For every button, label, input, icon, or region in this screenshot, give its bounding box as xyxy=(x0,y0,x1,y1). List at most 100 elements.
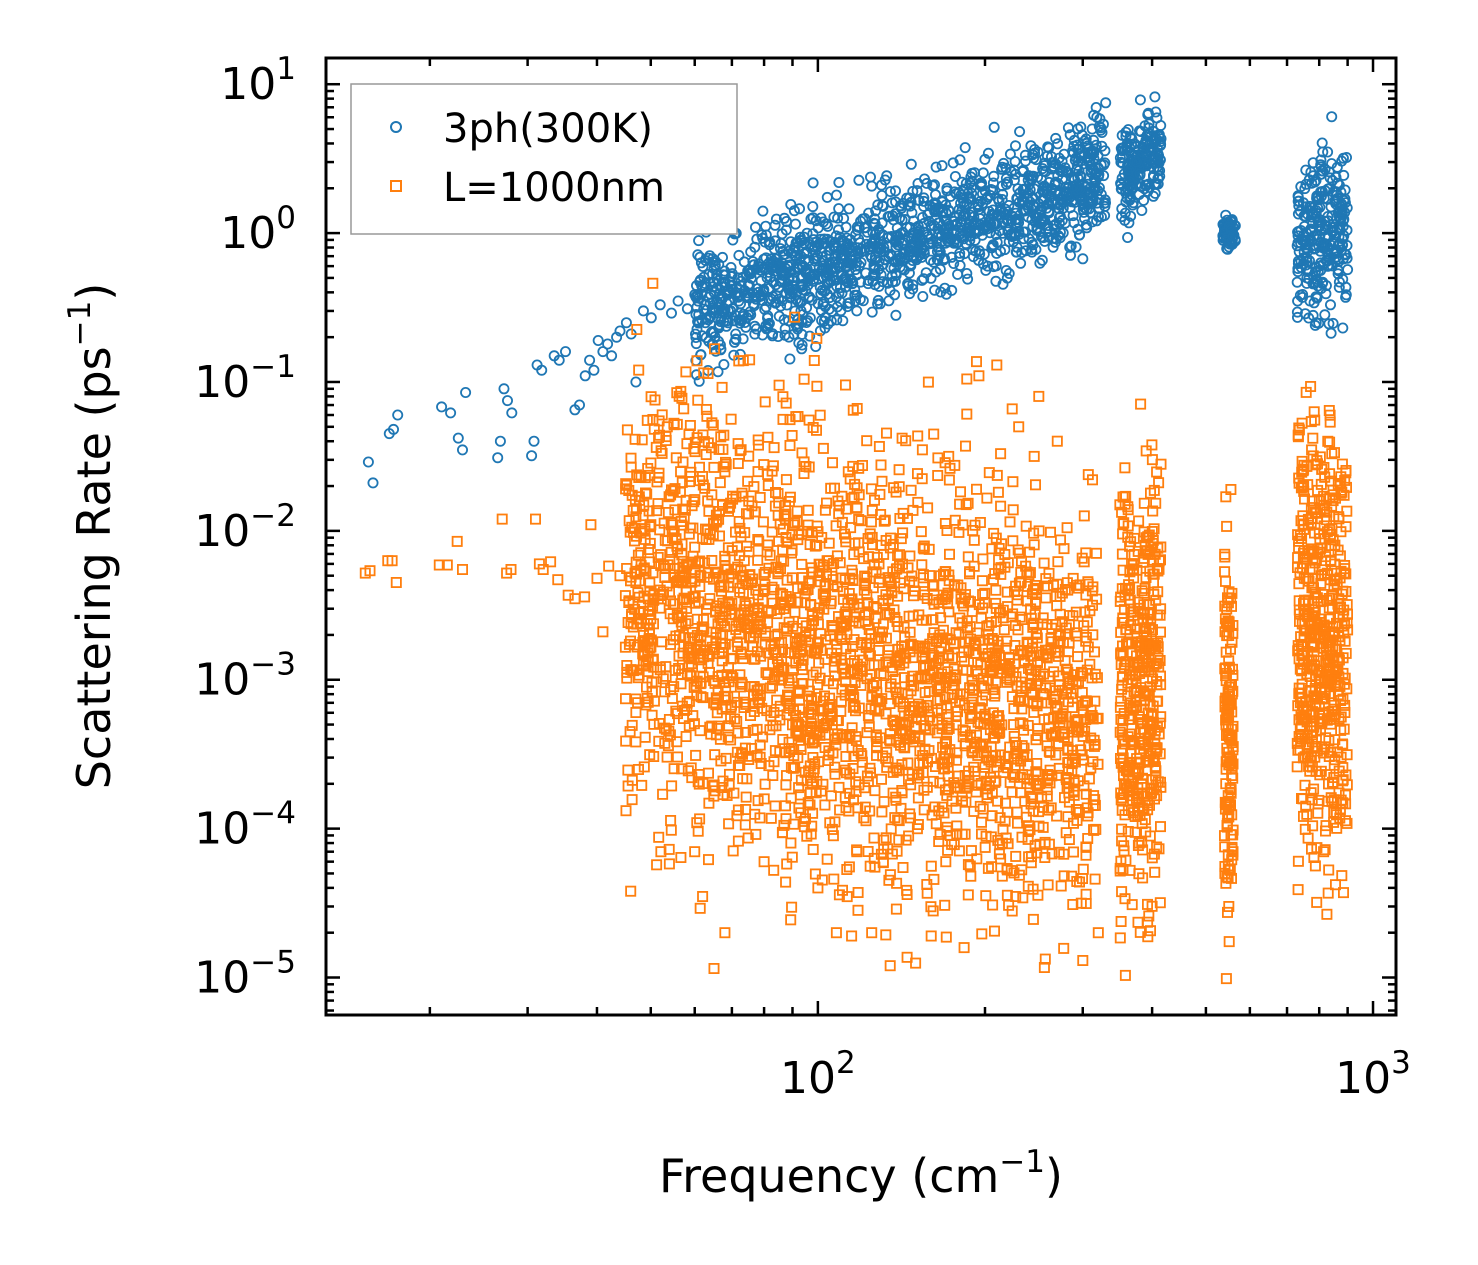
scatter-point xyxy=(761,546,773,558)
scatter-point xyxy=(1038,962,1050,974)
scatter-point xyxy=(1080,632,1092,644)
scatter-point xyxy=(826,823,838,835)
scatter-point xyxy=(657,788,669,800)
scatter-point xyxy=(805,645,817,657)
scatter-point xyxy=(1032,171,1044,183)
scatter-point xyxy=(903,243,915,255)
scatter-point xyxy=(795,305,807,317)
scatter-point xyxy=(725,413,737,425)
scatter-point xyxy=(1301,252,1313,264)
scatter-point xyxy=(722,581,734,593)
scatter-point xyxy=(1115,142,1127,154)
scatter-point xyxy=(653,718,665,730)
scatter-point xyxy=(1062,584,1074,596)
scatter-point xyxy=(672,295,684,307)
scatter-point xyxy=(1055,880,1067,892)
scatter-point xyxy=(1311,292,1323,304)
scatter-point xyxy=(738,256,750,268)
scatter-point xyxy=(988,121,1000,133)
scatter-point xyxy=(1140,445,1152,457)
scatter-point xyxy=(694,813,706,825)
scatter-point xyxy=(976,928,988,940)
scatter-point xyxy=(979,597,991,609)
scatter-point xyxy=(902,757,914,769)
scatter-point xyxy=(678,403,690,415)
scatter-point xyxy=(1137,844,1149,856)
scatter-point xyxy=(852,802,864,814)
scatter-point xyxy=(976,695,988,707)
scatter-point xyxy=(707,253,719,265)
scatter-point xyxy=(1030,766,1042,778)
scatter-point xyxy=(961,267,973,279)
scatter-point xyxy=(691,355,703,367)
scatter-point xyxy=(875,241,887,253)
scatter-point xyxy=(884,186,896,198)
scatter-point xyxy=(839,764,851,776)
scatter-point xyxy=(1144,699,1156,711)
scatter-point xyxy=(1065,240,1077,252)
scatter-point xyxy=(703,767,715,779)
scatter-point xyxy=(746,500,758,512)
scatter-point xyxy=(898,672,910,684)
scatter-point xyxy=(970,786,982,798)
scatter-point xyxy=(814,726,826,738)
scatter-point xyxy=(630,376,642,388)
scatter-point xyxy=(923,685,935,697)
scatter-point xyxy=(836,633,848,645)
scatter-point xyxy=(1028,450,1040,462)
scatter-point xyxy=(934,828,946,840)
scatter-point xyxy=(786,743,798,755)
scatter-point xyxy=(842,239,854,251)
scatter-point xyxy=(817,442,829,454)
scatter-point xyxy=(919,653,931,665)
scatter-point xyxy=(611,331,623,343)
scatter-point xyxy=(783,677,795,689)
scatter-point xyxy=(701,571,713,583)
scatter-point xyxy=(1021,636,1033,648)
scatter-point xyxy=(873,440,885,452)
scatter-point xyxy=(772,330,784,342)
scatter-point xyxy=(753,286,765,298)
scatter-point xyxy=(1001,806,1013,818)
scatter-point xyxy=(800,626,812,638)
scatter-point xyxy=(1155,120,1167,132)
scatter-point xyxy=(843,203,855,215)
scatter-point xyxy=(1075,150,1087,162)
scatter-point xyxy=(688,496,700,508)
scatter-point xyxy=(717,443,729,455)
scatter-point xyxy=(1313,260,1325,272)
scatter-point xyxy=(844,297,856,309)
scatter-point xyxy=(780,876,792,888)
scatter-point xyxy=(1099,194,1111,206)
scatter-point xyxy=(962,551,974,563)
scatter-point xyxy=(1336,205,1348,217)
scatter-point xyxy=(1014,126,1026,138)
scatter-point xyxy=(792,534,804,546)
scatter-point xyxy=(501,395,513,407)
scatter-point xyxy=(633,764,645,776)
scatter-point xyxy=(661,751,673,763)
scatter-point xyxy=(893,815,905,827)
scatter-point xyxy=(781,623,793,635)
scatter-point xyxy=(737,355,749,367)
scatter-point xyxy=(653,431,665,443)
scatter-point xyxy=(1005,228,1017,240)
scatter-point xyxy=(1304,295,1316,307)
scatter-point xyxy=(880,708,892,720)
scatter-point xyxy=(1147,505,1159,517)
scatter-point xyxy=(865,171,877,183)
scatter-point xyxy=(716,293,728,305)
scatter-point xyxy=(1012,817,1024,829)
scatter-point xyxy=(643,544,655,556)
scatter-point xyxy=(619,641,631,653)
scatter-point xyxy=(704,528,716,540)
scatter-point xyxy=(1152,148,1164,160)
scatter-point xyxy=(706,555,718,567)
scatter-point xyxy=(803,690,815,702)
scatter-point xyxy=(362,456,374,468)
scatter-point xyxy=(1142,916,1154,928)
scatter-point xyxy=(1090,547,1102,559)
scatter-point xyxy=(863,274,875,286)
scatter-point xyxy=(959,828,971,840)
scatter-point xyxy=(837,585,849,597)
